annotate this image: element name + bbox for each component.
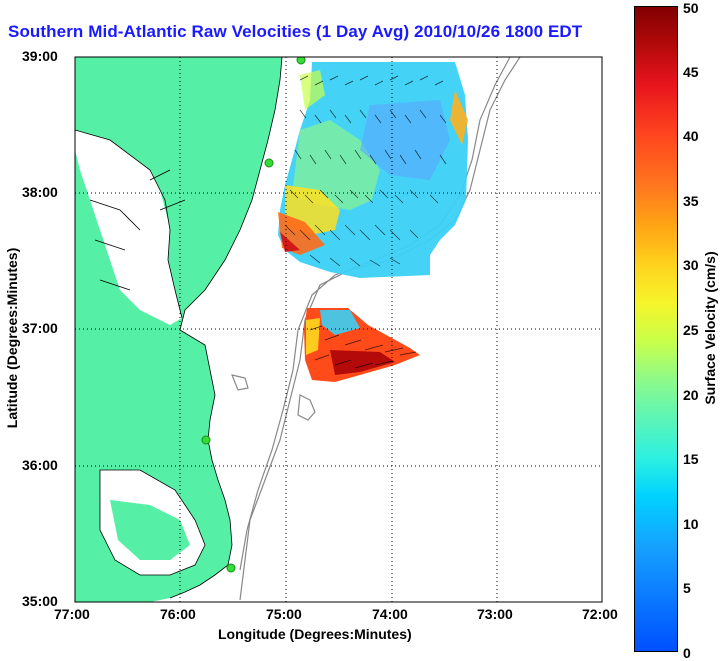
plot-frame: [74, 56, 603, 603]
xtick-74: 74:00: [372, 606, 408, 622]
y-axis-label: Latitude (Degrees:Minutes): [4, 247, 20, 429]
cbar-tick-5: 5: [683, 580, 691, 596]
land-peninsula: [150, 95, 270, 300]
x-axis-label: Longitude (Degrees:Minutes): [218, 626, 412, 642]
ytick-36: 36:00: [22, 457, 58, 473]
xtick-73: 73:00: [477, 606, 513, 622]
colorbar-label: Surface Velocity (cm/s): [702, 251, 718, 405]
cbar-tick-10: 10: [683, 516, 699, 532]
xtick-76: 76:00: [160, 606, 196, 622]
cbar-tick-20: 20: [683, 387, 699, 403]
site-marker-3: [201, 435, 211, 445]
ytick-35: 35:00: [22, 593, 58, 609]
colorbar: [634, 6, 678, 652]
xtick-75: 75:00: [266, 606, 302, 622]
cbar-tick-35: 35: [683, 193, 699, 209]
cbar-tick-0: 0: [683, 645, 691, 661]
cbar-tick-50: 50: [683, 0, 699, 16]
site-marker-4: [226, 563, 236, 573]
land-outer-banks: [110, 500, 190, 560]
cbar-tick-25: 25: [683, 322, 699, 338]
xtick-77: 77:00: [54, 606, 90, 622]
ytick-38: 38:00: [22, 184, 58, 200]
cbar-tick-30: 30: [683, 257, 699, 273]
cbar-tick-40: 40: [683, 128, 699, 144]
site-marker-2: [264, 158, 274, 168]
site-marker-1: [296, 57, 306, 65]
chesapeake-bay: [75, 130, 182, 325]
xtick-72: 72:00: [582, 606, 618, 622]
ytick-39: 39:00: [22, 48, 58, 64]
ytick-37: 37:00: [22, 320, 58, 336]
cbar-tick-45: 45: [683, 64, 699, 80]
map-title: Southern Mid-Atlantic Raw Velocities (1 …: [8, 22, 583, 41]
cbar-tick-15: 15: [683, 451, 699, 467]
